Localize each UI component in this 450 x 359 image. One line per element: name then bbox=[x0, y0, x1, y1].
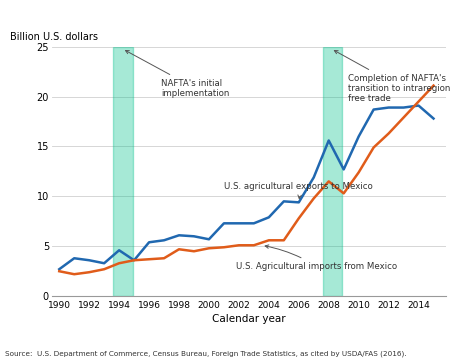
Text: NAFTA's initial
implementation: NAFTA's initial implementation bbox=[126, 51, 230, 98]
Bar bbox=[113, 47, 133, 296]
Bar bbox=[323, 47, 342, 296]
Text: U.S. Agricultural imports from Mexico: U.S. Agricultural imports from Mexico bbox=[236, 245, 397, 271]
Text: United States-Mexico agricultural trade, 1990-2015: United States-Mexico agricultural trade,… bbox=[5, 16, 338, 26]
Text: Completion of NAFTA's
transition to intraregional
free trade: Completion of NAFTA's transition to intr… bbox=[334, 51, 450, 103]
Text: Billion U.S. dollars: Billion U.S. dollars bbox=[10, 32, 99, 42]
X-axis label: Calendar year: Calendar year bbox=[212, 314, 285, 324]
Text: Source:  U.S. Department of Commerce, Census Bureau, Foreign Trade Statistics, a: Source: U.S. Department of Commerce, Cen… bbox=[5, 351, 407, 357]
Text: U.S. agricultural exports to Mexico: U.S. agricultural exports to Mexico bbox=[224, 182, 373, 199]
